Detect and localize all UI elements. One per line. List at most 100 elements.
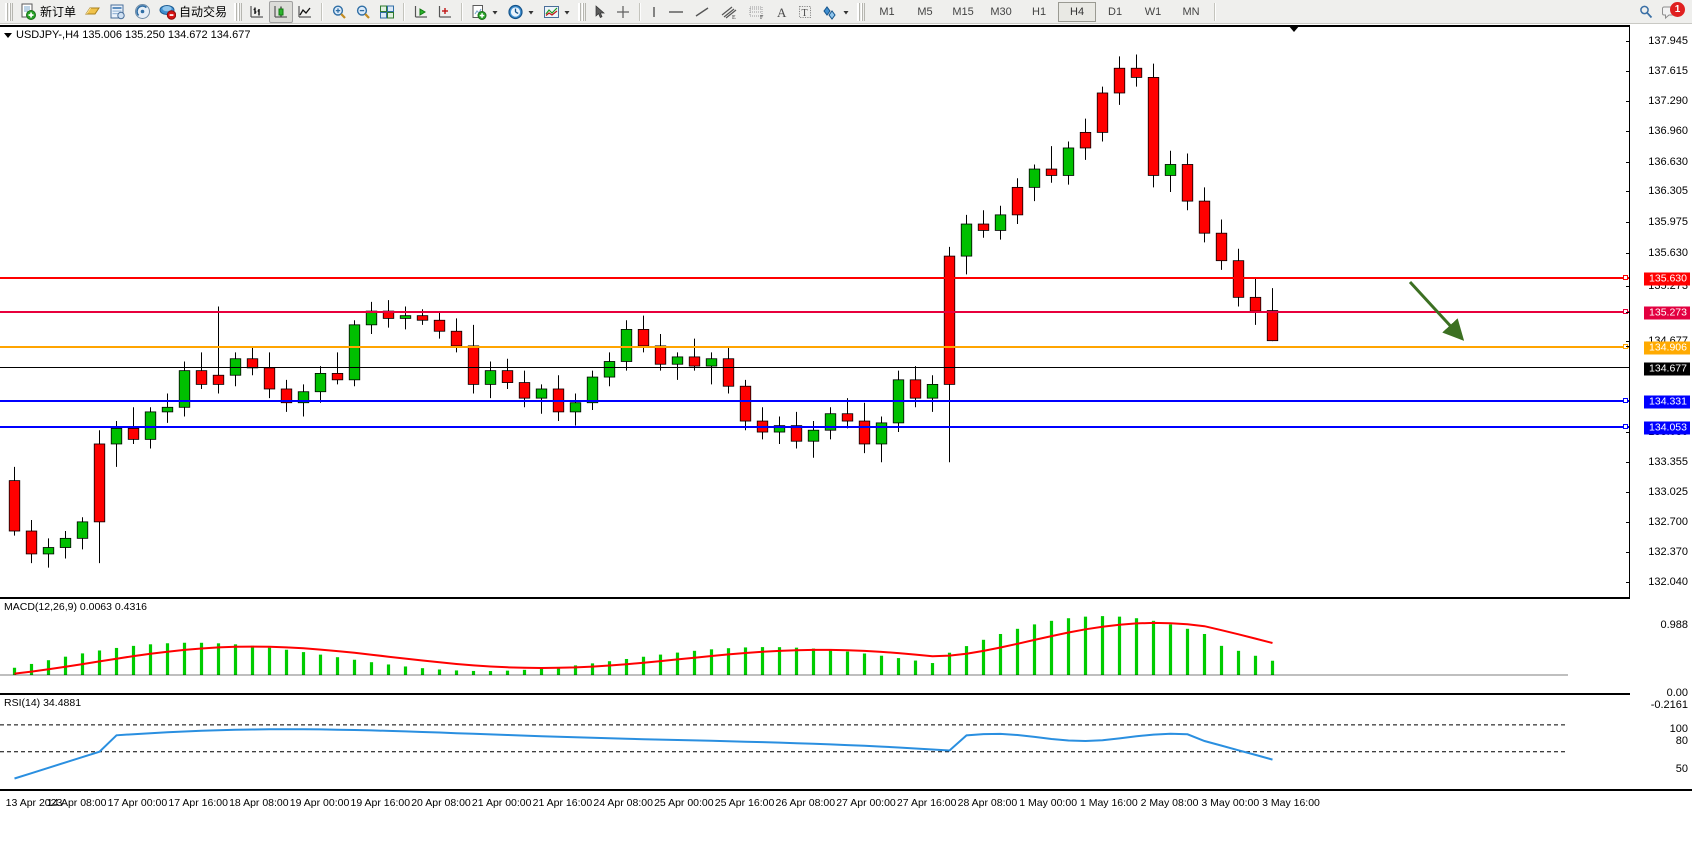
price-tick bbox=[1626, 41, 1630, 43]
zoom-in-button[interactable] bbox=[327, 1, 351, 23]
tile-windows-icon bbox=[379, 4, 395, 20]
price-tag-pivot-orange[interactable]: 134.906 bbox=[1644, 341, 1690, 355]
chart-anchor-marker bbox=[1288, 25, 1300, 32]
trendline-button[interactable] bbox=[689, 1, 715, 23]
rsi-svg bbox=[0, 724, 1568, 780]
price-line-current-price[interactable] bbox=[0, 367, 1630, 368]
price-tag-support-upper[interactable]: 134.331 bbox=[1644, 395, 1690, 409]
price-tick-label: 136.960 bbox=[1648, 125, 1688, 138]
price-tick-label: 137.615 bbox=[1648, 65, 1688, 78]
signals-icon bbox=[134, 3, 151, 20]
chat-button[interactable]: 1 bbox=[1658, 1, 1685, 23]
shapes-button[interactable] bbox=[817, 1, 854, 23]
price-tick bbox=[1626, 221, 1630, 223]
time-axis-label: 26 Apr 08:00 bbox=[775, 797, 836, 809]
price-tag-resistance-lower[interactable]: 135.273 bbox=[1644, 306, 1690, 320]
zoom-out-button[interactable] bbox=[351, 1, 375, 23]
macd-panel[interactable]: MACD(12,26,9) 0.0063 0.4316 bbox=[0, 597, 1630, 695]
new-chart-dropdown-arrow[interactable] bbox=[491, 4, 499, 20]
time-axis-label: 19 Apr 16:00 bbox=[350, 797, 411, 809]
candlestick-chart-button[interactable] bbox=[269, 0, 294, 23]
shapes-icon bbox=[821, 4, 839, 20]
time-axis[interactable]: 13 Apr 2023 14 Apr 08:00 17 Apr 00:00 17 Ap… bbox=[0, 789, 1692, 815]
auto-trading-button[interactable]: 自动交易 bbox=[155, 1, 231, 23]
rsi-label: RSI(14) 34.4881 bbox=[4, 697, 82, 709]
period-dropdown-arrow[interactable] bbox=[527, 4, 535, 20]
timeframe-mn[interactable]: MN bbox=[1182, 5, 1200, 18]
crosshair-button[interactable] bbox=[611, 1, 635, 23]
timeframe-h1[interactable]: H1 bbox=[1032, 5, 1047, 18]
toolbar-grip-1[interactable] bbox=[5, 2, 13, 21]
price-tick bbox=[1626, 161, 1630, 163]
price-line-support-lower[interactable] bbox=[0, 426, 1630, 428]
macd-scale-min: -0.2161 bbox=[1650, 699, 1688, 711]
new-chart-button[interactable] bbox=[467, 1, 503, 23]
chart-window[interactable]: USDJPY-,H4 135.006 135.250 134.672 134.6… bbox=[0, 25, 1692, 856]
chart-collapse-icon[interactable] bbox=[4, 32, 12, 38]
indicators-dropdown-arrow[interactable] bbox=[563, 4, 571, 20]
indicators-button[interactable] bbox=[539, 1, 575, 23]
price-tag-support-lower[interactable]: 134.053 bbox=[1644, 421, 1690, 435]
timeframe-m15[interactable]: M15 bbox=[952, 5, 974, 18]
price-tick bbox=[1626, 191, 1630, 193]
price-tag-resistance-upper[interactable]: 135.630 bbox=[1644, 272, 1690, 286]
timeframe-d1[interactable]: D1 bbox=[1108, 5, 1123, 18]
rsi-panel[interactable]: RSI(14) 34.4881 bbox=[0, 693, 1630, 791]
timeframe-m30[interactable]: M30 bbox=[990, 5, 1012, 18]
chart-shift-icon bbox=[413, 4, 429, 20]
price-line-pivot-orange[interactable] bbox=[0, 346, 1630, 348]
price-tag-current-price[interactable]: 134.677 bbox=[1644, 362, 1690, 376]
candlestick-plot[interactable] bbox=[0, 27, 1630, 597]
price-tick bbox=[1626, 253, 1630, 255]
period-button[interactable] bbox=[503, 1, 539, 23]
fibonacci-button[interactable]: F bbox=[743, 1, 771, 23]
price-line-resistance-lower[interactable] bbox=[0, 311, 1630, 313]
chart-shift-button[interactable] bbox=[409, 1, 433, 23]
time-axis-label: 21 Apr 16:00 bbox=[532, 797, 593, 809]
rsi-scale-80: 80 bbox=[1675, 735, 1688, 747]
terminal-button[interactable] bbox=[105, 1, 130, 23]
price-line-anchor[interactable] bbox=[1623, 309, 1628, 314]
timeframe-m5[interactable]: M5 bbox=[917, 5, 933, 18]
auto-scroll-button[interactable] bbox=[433, 1, 457, 23]
new-chart-icon bbox=[471, 4, 488, 20]
timeframe-m1[interactable]: M1 bbox=[879, 5, 895, 18]
shapes-dropdown-arrow[interactable] bbox=[842, 4, 850, 20]
toolbar-grip-3[interactable] bbox=[578, 2, 587, 21]
horizontal-line-icon bbox=[667, 4, 685, 20]
price-tick bbox=[1626, 432, 1630, 434]
gold-button[interactable] bbox=[80, 1, 105, 23]
text-box-button[interactable]: T bbox=[793, 1, 817, 23]
price-line-anchor[interactable] bbox=[1623, 275, 1628, 280]
time-axis-label: 27 Apr 16:00 bbox=[896, 797, 957, 809]
tile-windows-button[interactable] bbox=[375, 1, 399, 23]
price-line-support-upper[interactable] bbox=[0, 400, 1630, 402]
timeframe-w1[interactable]: W1 bbox=[1144, 5, 1162, 18]
text-label-button[interactable]: A bbox=[771, 1, 793, 23]
cursor-button[interactable] bbox=[589, 1, 611, 23]
equidistant-channel-button[interactable]: E bbox=[715, 1, 743, 23]
search-button[interactable] bbox=[1634, 1, 1658, 23]
price-line-anchor[interactable] bbox=[1623, 398, 1628, 403]
rsi-scale-100: 100 bbox=[1669, 723, 1688, 735]
zoom-out-icon bbox=[355, 4, 371, 20]
vertical-line-button[interactable] bbox=[645, 1, 663, 23]
price-tick bbox=[1626, 101, 1630, 103]
price-tick-label: 135.630 bbox=[1648, 247, 1688, 260]
new-order-icon bbox=[20, 3, 37, 20]
svg-text:A: A bbox=[777, 5, 787, 20]
price-line-resistance-upper[interactable] bbox=[0, 277, 1630, 279]
price-tick bbox=[1626, 552, 1630, 554]
new-order-button[interactable]: 新订单 bbox=[16, 1, 80, 23]
cursor-icon bbox=[593, 4, 607, 20]
price-tick bbox=[1626, 492, 1630, 494]
price-tick bbox=[1626, 340, 1630, 342]
line-chart-button[interactable] bbox=[293, 1, 317, 23]
price-line-anchor[interactable] bbox=[1623, 424, 1628, 429]
toolbar-grip-2[interactable] bbox=[234, 2, 243, 21]
horizontal-line-button[interactable] bbox=[663, 1, 689, 23]
toolbar-grip-4[interactable] bbox=[857, 2, 866, 21]
bar-chart-button[interactable] bbox=[245, 1, 269, 23]
signals-button[interactable] bbox=[130, 1, 155, 23]
timeframe-h4[interactable]: H4 bbox=[1058, 1, 1097, 22]
